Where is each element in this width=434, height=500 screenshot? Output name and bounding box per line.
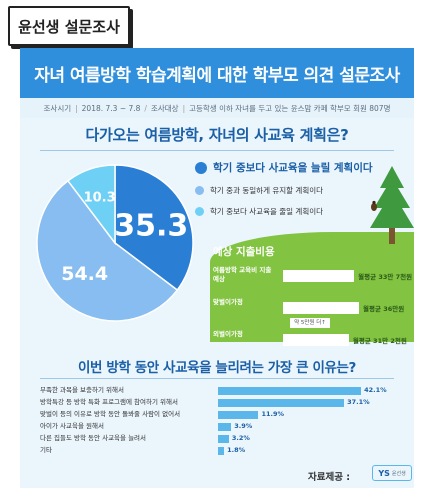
logo-name: 윤선생: [391, 470, 406, 477]
legend-dot: [195, 161, 207, 174]
reason-row: 아이가 사교육을 원해서 3.9%: [40, 421, 400, 433]
reason-label: 맞벌이 등의 이유로 방학 동안 돌봐줄 사람이 없어서: [40, 410, 181, 418]
reason-bar: [218, 422, 232, 431]
period-label: 조사시기: [43, 103, 72, 113]
page-title: 자녀 여름방학 학습계획에 대한 학부모 의견 설문조사: [20, 48, 414, 98]
reason-bar: [218, 386, 362, 395]
question-2-title: 이번 방학 동안 사교육을 늘리려는 가장 큰 이유는?: [78, 360, 356, 376]
pie-slice: [66, 164, 116, 246]
legend-dot: [195, 207, 204, 216]
reason-row: 다른 집들도 방학 동안 사교육을 늘려서 3.2%: [40, 433, 400, 445]
reason-label: 기타: [40, 446, 52, 454]
survey-tag: 윤선생 설문조사: [8, 6, 130, 46]
reason-value: 37.1%: [347, 398, 370, 406]
spending-value: 월평균 36만원: [363, 305, 405, 313]
spending-bar: [283, 334, 349, 346]
spending-label: 외벌이가정: [213, 330, 243, 338]
spending-value: 월평균 33만 7천원: [358, 273, 413, 281]
spending-row: 여름방학 교육비 지출 예상 월평균 33만 7천원: [213, 266, 413, 288]
survey-info: 조사시기 | 2018. 7.3 ~ 7.8 / 조사대상 | 고등학생 이하 …: [20, 98, 414, 118]
divider: [40, 378, 394, 379]
target-label: 조사대상: [150, 103, 179, 113]
spending-label: 여름방학 교육비 지출 예상: [213, 266, 272, 283]
legend-label: 학기 중과 동일하게 유지할 계획이다: [210, 186, 324, 195]
reason-bar: [218, 410, 259, 419]
pie-legend: 학기 중보다 사교육을 늘릴 계획이다 학기 중과 동일하게 유지할 계획이다 …: [195, 160, 373, 227]
reason-value: 42.1%: [364, 386, 387, 394]
reason-bar: [218, 398, 345, 407]
spending-label: 맞벌이가정: [213, 298, 243, 306]
spending-bar: [283, 270, 355, 282]
reason-row: 기타 1.8%: [40, 445, 400, 457]
source-label: 자료제공 :: [308, 472, 351, 483]
reasons-bar-chart: 부족한 과목을 보충하기 위해서 42.1% 방학특강 등 방학 특화 프로그램에 …: [40, 385, 400, 457]
spending-value: 월평균 31만 2천원: [352, 337, 407, 345]
reason-label: 다른 집들도 방학 동안 사교육을 늘려서: [40, 434, 147, 442]
question-1-title: 다가오는 여름방학, 자녀의 사교육 계획은?: [85, 126, 349, 144]
difference-note: 약 5만원 더↑: [290, 318, 330, 328]
reason-label: 방학특강 등 방학 특화 프로그램에 참여하기 위해서: [40, 398, 178, 406]
legend-label: 학기 중보다 사교육을 줄일 계획이다: [210, 207, 324, 216]
spending-bar: [283, 302, 359, 314]
logo-mark: YS: [378, 468, 390, 478]
reason-value: 3.2%: [231, 434, 250, 442]
reason-value: 1.8%: [227, 446, 246, 454]
legend-item-decrease: 학기 중보다 사교육을 줄일 계획이다: [195, 206, 373, 217]
period-value: 2018. 7.3 ~ 7.8: [81, 103, 141, 113]
beetle-icon: [371, 200, 377, 211]
legend-item-increase: 학기 중보다 사교육을 늘릴 계획이다: [195, 160, 373, 175]
reason-value: 11.9%: [261, 410, 285, 418]
pie-value-label: 10.3: [84, 191, 116, 206]
divider: [40, 150, 394, 151]
reason-bar: [218, 446, 225, 455]
pie-slice: [36, 179, 179, 322]
pie-slice: [114, 164, 194, 292]
reason-value: 3.9%: [234, 422, 253, 430]
legend-item-maintain: 학기 중과 동일하게 유지할 계획이다: [195, 185, 373, 196]
legend-label: 학기 중보다 사교육을 늘릴 계획이다: [213, 162, 373, 174]
pie-value-label: 35.3: [114, 208, 188, 243]
reason-bar: [218, 434, 229, 443]
yoons-logo: YS 윤선생: [372, 465, 412, 481]
pie-value-label: 54.4: [61, 263, 108, 285]
reason-label: 부족한 과목을 보충하기 위해서: [40, 386, 124, 394]
legend-dot: [195, 186, 204, 195]
reason-row: 부족한 과목을 보충하기 위해서 42.1%: [40, 385, 400, 397]
reason-label: 아이가 사교육을 원해서: [40, 422, 104, 430]
reason-row: 맞벌이 등의 이유로 방학 동안 돌봐줄 사람이 없어서 11.9%: [40, 409, 400, 421]
reason-row: 방학특강 등 방학 특화 프로그램에 참여하기 위해서 37.1%: [40, 397, 400, 409]
plan-pie-chart: 35.3 54.4 10.3: [36, 164, 194, 322]
tree-icon: [370, 166, 414, 244]
spending-title: 예상 지출비용: [213, 246, 275, 258]
target-value: 고등학생 이하 자녀를 두고 있는 윤스맘 카페 학부모 회원 807명: [189, 103, 391, 113]
